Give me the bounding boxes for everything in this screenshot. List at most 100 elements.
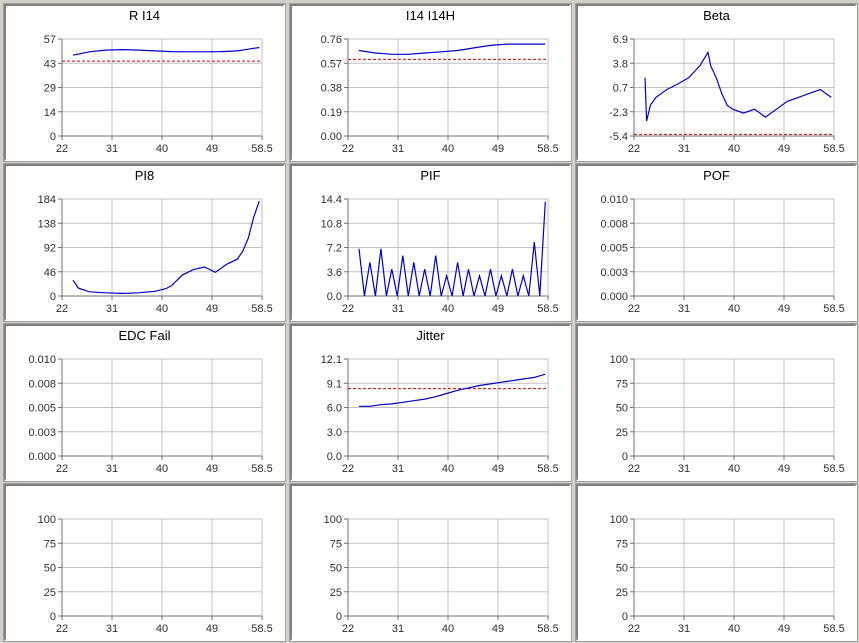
y-tick-label: 0.38 bbox=[321, 83, 342, 95]
x-tick-label: 40 bbox=[156, 623, 168, 635]
x-tick-label: 31 bbox=[392, 303, 404, 315]
y-tick-label: 75 bbox=[616, 378, 628, 390]
y-tick-label: 0.005 bbox=[600, 243, 628, 255]
y-tick-label: 100 bbox=[610, 354, 628, 366]
y-tick-label: 100 bbox=[610, 514, 628, 526]
x-tick-label: 58.5 bbox=[537, 303, 558, 315]
y-tick-label: 25 bbox=[616, 427, 628, 439]
y-tick-label: 100 bbox=[324, 514, 342, 526]
series-line bbox=[358, 43, 546, 55]
y-tick-label: 0 bbox=[50, 611, 56, 623]
x-tick-label: 49 bbox=[778, 463, 790, 475]
x-tick-label: 22 bbox=[56, 623, 68, 635]
x-tick-label: 31 bbox=[678, 143, 690, 155]
x-tick-label: 58.5 bbox=[823, 143, 844, 155]
x-tick-label: 40 bbox=[442, 303, 454, 315]
y-tick-label: 0.008 bbox=[28, 378, 56, 390]
y-tick-label: 3.0 bbox=[327, 427, 342, 439]
y-tick-label: 6.9 bbox=[613, 34, 628, 46]
y-tick-label: 43 bbox=[44, 58, 56, 70]
chart-plot: 0 25 50 75 100 22 31 40 49 58.5 bbox=[38, 514, 273, 635]
x-tick-label: 40 bbox=[156, 303, 168, 315]
series-line bbox=[72, 46, 260, 56]
y-tick-label: 0.005 bbox=[28, 403, 56, 415]
y-tick-label: 0 bbox=[622, 611, 628, 623]
x-tick-label: 22 bbox=[56, 463, 68, 475]
x-tick-label: 22 bbox=[342, 463, 354, 475]
x-tick-label: 58.5 bbox=[251, 303, 272, 315]
y-tick-label: 3.6 bbox=[327, 267, 342, 279]
chart-panel: EDC Fail 0.000 0.003 0.005 0.008 0.010 22 31 40 4… bbox=[3, 323, 286, 482]
chart-panel: 0 25 50 75 100 22 31 40 49 58.5 bbox=[575, 483, 858, 642]
y-tick-label: -2.3 bbox=[609, 107, 628, 119]
x-tick-label: 49 bbox=[206, 303, 218, 315]
x-tick-label: 49 bbox=[492, 463, 504, 475]
chart-plot: 0 14 29 43 57 22 31 40 49 58.5 bbox=[44, 34, 273, 155]
y-tick-label: 0.76 bbox=[321, 34, 342, 46]
chart-title: Beta bbox=[703, 8, 730, 23]
x-tick-label: 31 bbox=[678, 623, 690, 635]
x-tick-label: 40 bbox=[442, 143, 454, 155]
x-tick-label: 22 bbox=[56, 303, 68, 315]
x-tick-label: 58.5 bbox=[823, 623, 844, 635]
y-tick-label: 14.4 bbox=[321, 194, 342, 206]
x-tick-label: 58.5 bbox=[251, 143, 272, 155]
chart-title: PIF bbox=[420, 168, 441, 183]
series-line bbox=[72, 200, 260, 295]
x-tick-label: 22 bbox=[628, 463, 640, 475]
y-tick-label: 0.008 bbox=[600, 218, 628, 230]
y-tick-label: 29 bbox=[44, 83, 56, 95]
y-tick-label: 50 bbox=[616, 403, 628, 415]
y-tick-label: 0.000 bbox=[28, 451, 56, 463]
x-tick-label: 40 bbox=[728, 463, 740, 475]
x-tick-label: 49 bbox=[206, 463, 218, 475]
chart-plot: 0.0 3.6 7.2 10.8 14.4 22 31 40 49 58.5 bbox=[321, 194, 559, 315]
chart-title: POF bbox=[703, 168, 730, 183]
chart-title: EDC Fail bbox=[118, 328, 171, 343]
x-tick-label: 22 bbox=[342, 623, 354, 635]
y-tick-label: 0.19 bbox=[321, 107, 342, 119]
y-tick-label: 0 bbox=[336, 611, 342, 623]
series-line bbox=[359, 373, 546, 407]
y-tick-label: 75 bbox=[44, 538, 56, 550]
y-tick-label: -5.4 bbox=[609, 131, 628, 143]
x-tick-label: 58.5 bbox=[251, 623, 272, 635]
y-tick-label: 12.1 bbox=[321, 354, 342, 366]
y-tick-label: 0.003 bbox=[28, 427, 56, 439]
chart-plot: 0.00 0.19 0.38 0.57 0.76 22 31 40 49 58.5 bbox=[321, 34, 559, 155]
y-tick-label: 50 bbox=[616, 563, 628, 575]
chart-title: Jitter bbox=[416, 328, 445, 343]
x-tick-label: 58.5 bbox=[537, 463, 558, 475]
chart-plot: 0 46 92 138 184 22 31 40 49 58.5 bbox=[38, 194, 273, 315]
y-tick-label: 25 bbox=[44, 587, 56, 599]
y-tick-label: 0.010 bbox=[28, 354, 56, 366]
x-tick-label: 31 bbox=[678, 463, 690, 475]
series-line bbox=[644, 50, 832, 122]
series-line bbox=[358, 201, 546, 297]
chart-panel: Jitter 0.0 3.0 6.0 9.1 12.1 22 31 40 49 58.5 bbox=[289, 323, 572, 482]
x-tick-label: 31 bbox=[392, 143, 404, 155]
y-tick-label: 3.8 bbox=[613, 58, 628, 70]
x-tick-label: 31 bbox=[106, 143, 118, 155]
x-tick-label: 31 bbox=[392, 463, 404, 475]
y-tick-label: 0.7 bbox=[613, 83, 628, 95]
x-tick-label: 31 bbox=[392, 623, 404, 635]
chart-title: I14 I14H bbox=[405, 8, 456, 23]
y-tick-label: 6.0 bbox=[327, 403, 342, 415]
x-tick-label: 22 bbox=[628, 623, 640, 635]
x-tick-label: 58.5 bbox=[823, 463, 844, 475]
chart-panel: POF 0.000 0.003 0.005 0.008 0.010 22 31 40 49 58.5 bbox=[575, 163, 858, 322]
chart-plot: 0 25 50 75 100 22 31 40 49 58.5 bbox=[610, 514, 845, 635]
chart-plot: 0 25 50 75 100 22 31 40 49 58.5 bbox=[324, 514, 559, 635]
chart-panel: I14 I14H 0.00 0.19 0.38 0.57 0.76 22 31 40 49 58.5 bbox=[289, 3, 572, 162]
x-tick-label: 31 bbox=[678, 303, 690, 315]
x-tick-label: 40 bbox=[728, 623, 740, 635]
x-tick-label: 22 bbox=[342, 303, 354, 315]
y-tick-label: 0.57 bbox=[321, 58, 342, 70]
x-tick-label: 40 bbox=[442, 463, 454, 475]
y-tick-label: 100 bbox=[38, 514, 56, 526]
x-tick-label: 40 bbox=[728, 303, 740, 315]
y-tick-label: 0.0 bbox=[327, 451, 342, 463]
y-tick-label: 0.0 bbox=[327, 291, 342, 303]
x-tick-label: 22 bbox=[628, 303, 640, 315]
